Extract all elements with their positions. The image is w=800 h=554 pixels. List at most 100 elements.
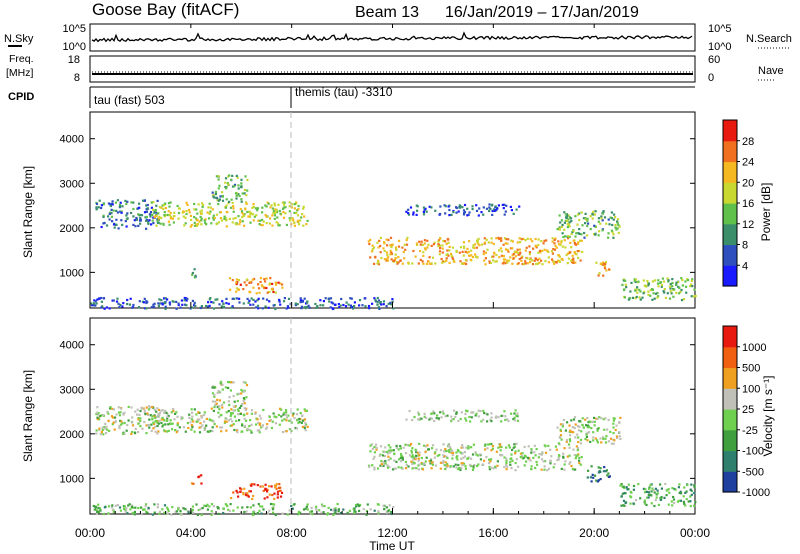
echo-cell xyxy=(219,195,222,198)
colorbar-swatch xyxy=(723,120,737,142)
echo-cell xyxy=(373,446,376,449)
echo-cell xyxy=(193,430,196,433)
echo-cell xyxy=(519,241,522,244)
echo-cell xyxy=(395,260,398,264)
echo-cell xyxy=(153,503,156,506)
echo-cell xyxy=(270,204,273,207)
echo-cell xyxy=(510,453,513,456)
echo-cell xyxy=(678,483,681,486)
echo-cell xyxy=(345,301,348,304)
echo-cell xyxy=(457,210,460,213)
echo-cell xyxy=(552,466,555,469)
echo-cell xyxy=(237,187,240,190)
echo-cell xyxy=(404,452,408,455)
echo-cell xyxy=(138,413,141,416)
echo-cell xyxy=(588,431,591,434)
echo-cell xyxy=(620,483,623,486)
echo-cell xyxy=(119,303,122,307)
echo-cell xyxy=(416,451,420,454)
echo-cell xyxy=(285,430,288,433)
echo-cell xyxy=(430,458,433,461)
echo-cell xyxy=(506,418,509,421)
echo-cell xyxy=(570,259,573,262)
echo-cell xyxy=(489,460,492,463)
x-tick-label: 00:00 xyxy=(680,526,710,540)
echo-cell xyxy=(547,261,550,264)
echo-cell xyxy=(246,189,249,192)
echo-cell xyxy=(342,508,345,511)
echo-cell xyxy=(586,416,589,420)
echo-cell xyxy=(353,507,356,510)
echo-cell xyxy=(421,468,424,471)
echo-cell xyxy=(144,307,147,310)
echo-cell xyxy=(163,419,166,422)
echo-cell xyxy=(218,405,221,408)
echo-cell xyxy=(270,287,273,291)
echo-cell xyxy=(561,245,564,248)
echo-cell xyxy=(211,426,214,429)
echo-cell xyxy=(505,457,508,460)
echo-cell xyxy=(468,254,471,257)
echo-cell xyxy=(465,446,468,449)
echo-cell xyxy=(373,466,376,469)
echo-cell xyxy=(243,192,246,195)
echo-cell xyxy=(305,423,308,426)
echo-cell xyxy=(538,249,542,252)
echo-cell xyxy=(235,281,238,284)
echo-cell xyxy=(576,447,580,450)
echo-cell xyxy=(676,500,679,503)
echo-cell xyxy=(408,454,412,457)
echo-cell xyxy=(315,306,318,309)
echo-cell xyxy=(291,203,294,206)
echo-cell xyxy=(374,443,378,446)
echo-cell xyxy=(108,218,111,221)
echo-cell xyxy=(206,430,209,433)
echo-cell xyxy=(500,250,503,253)
echo-cell xyxy=(592,233,596,236)
echo-cell xyxy=(667,503,670,506)
echo-cell xyxy=(301,425,304,428)
echo-cell xyxy=(567,214,570,217)
echo-cell xyxy=(237,409,240,412)
echo-cell xyxy=(556,426,559,429)
echo-cell xyxy=(434,262,437,265)
echo-cell xyxy=(184,430,187,433)
echo-cell xyxy=(223,420,227,423)
echo-cell xyxy=(148,405,151,408)
echo-cell xyxy=(404,248,407,251)
echo-cell xyxy=(262,508,265,511)
echo-cell xyxy=(618,421,621,424)
echo-cell xyxy=(536,463,539,466)
echo-cell xyxy=(374,255,377,258)
echo-cell xyxy=(484,257,487,260)
echo-cell xyxy=(499,443,502,446)
echo-cell xyxy=(465,419,468,422)
echo-cell xyxy=(397,261,400,264)
echo-cell xyxy=(460,457,463,460)
echo-cell xyxy=(680,277,683,280)
echo-cell xyxy=(227,410,230,413)
echo-cell xyxy=(251,513,255,517)
echo-cell xyxy=(263,287,266,290)
echo-cell xyxy=(578,425,581,428)
echo-cell xyxy=(534,237,537,241)
echo-cell xyxy=(589,476,592,479)
echo-cell xyxy=(390,512,393,516)
echo-cell xyxy=(163,429,166,432)
echo-cell xyxy=(643,501,646,504)
echo-cell xyxy=(157,212,160,215)
echo-cell xyxy=(517,251,520,254)
echo-cell xyxy=(175,307,178,310)
echo-cell xyxy=(444,415,447,418)
echo-cell xyxy=(256,304,260,307)
echo-cell xyxy=(556,228,559,231)
echo-cell xyxy=(448,450,451,453)
echo-cell xyxy=(465,262,468,266)
echo-cell xyxy=(448,245,451,248)
echo-cell xyxy=(452,465,455,468)
echo-cell xyxy=(468,240,471,243)
echo-cell xyxy=(200,209,203,212)
echo-cell xyxy=(417,411,420,414)
echo-cell xyxy=(257,219,260,222)
